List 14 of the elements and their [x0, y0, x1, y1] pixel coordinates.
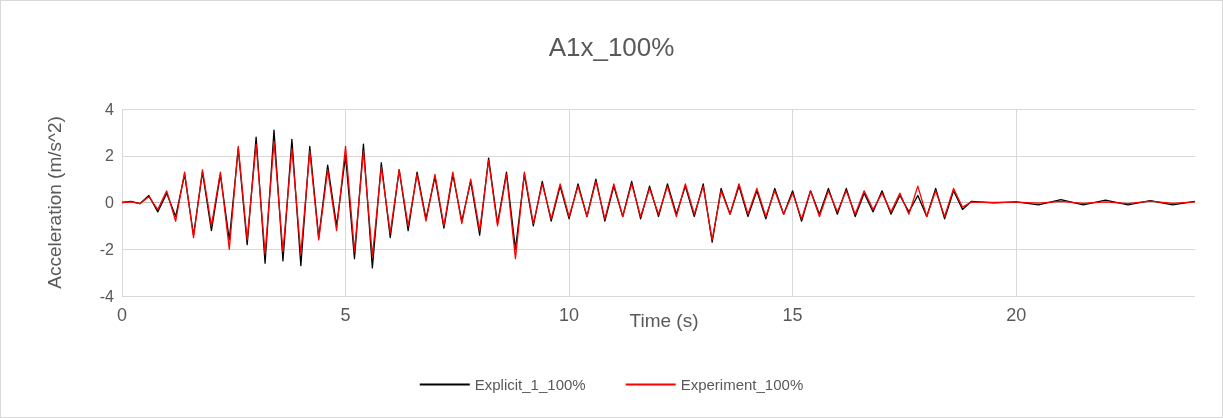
x-tick-label: 5	[340, 305, 351, 325]
legend-label: Explicit_1_100%	[474, 376, 586, 393]
x-tick-label: 15	[782, 305, 803, 325]
y-tick-label: -2	[99, 240, 115, 258]
y-tick-label: -4	[99, 287, 115, 305]
y-tick-label: 2	[105, 147, 115, 165]
legend-label: Experiment_100%	[680, 376, 804, 393]
x-tick-label: 10	[559, 305, 580, 325]
y-tick-label: 4	[105, 100, 115, 118]
y-axis-title: Acceleration (m/s^2)	[44, 116, 65, 289]
chart-title: A1x_100%	[548, 32, 675, 62]
x-axis-title: Time (s)	[629, 310, 699, 331]
x-tick-label: 20	[1006, 305, 1027, 325]
y-tick-label: 0	[105, 194, 115, 211]
